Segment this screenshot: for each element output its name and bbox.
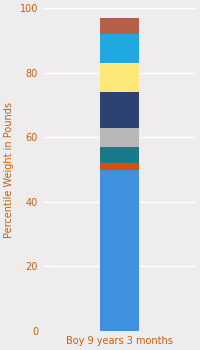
Bar <box>100 169 139 331</box>
Bar <box>100 92 139 128</box>
Bar <box>100 163 139 169</box>
Bar <box>100 147 139 163</box>
Bar <box>100 34 139 63</box>
Bar <box>100 18 139 34</box>
Bar <box>100 128 139 147</box>
Y-axis label: Percentile Weight in Pounds: Percentile Weight in Pounds <box>4 102 14 238</box>
Bar <box>100 63 139 92</box>
